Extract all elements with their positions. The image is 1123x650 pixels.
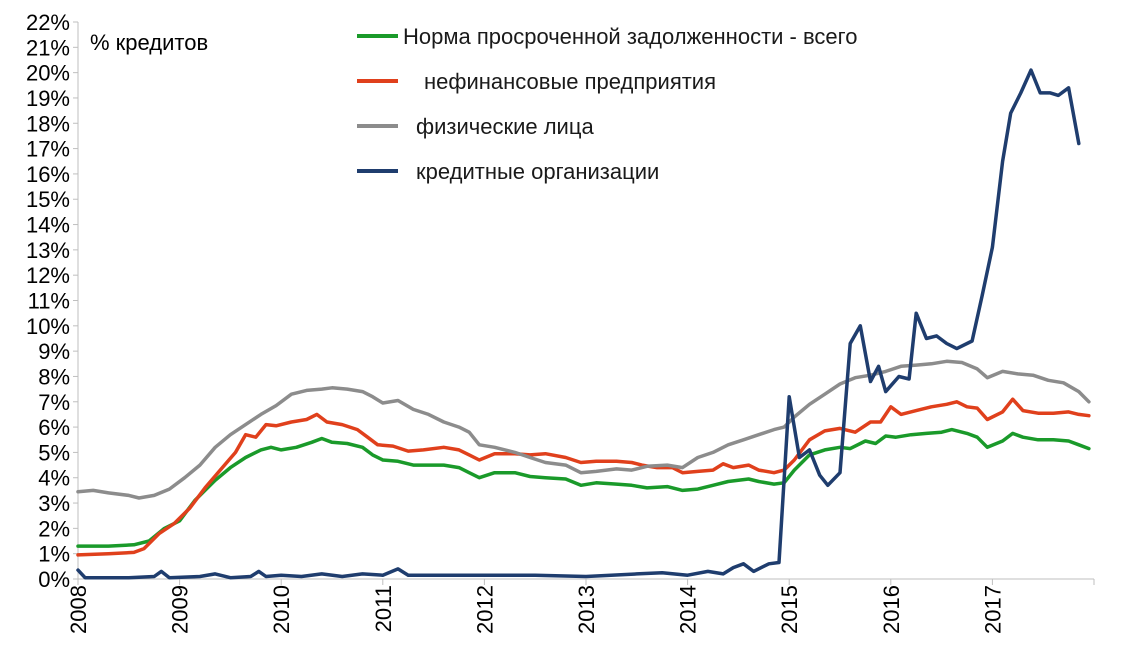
y-tick-label: 0% [38,567,70,592]
y-tick-label: 13% [26,238,70,263]
series-line-3 [76,68,1081,580]
y-tick-label: 3% [38,491,70,516]
x-axis: 2008 2009 2010 2011 2012 2013 2014 2015 2016 2017 [66,578,1095,634]
y-tick-label: 7% [38,390,70,415]
series-line-2 [76,359,1091,500]
x-tick-label: 2012 [472,585,497,634]
x-tick-label: 2008 [66,585,91,634]
x-tick-label: 2015 [777,585,802,634]
x-tick-label: 2016 [879,585,904,634]
plot-lines [76,68,1091,580]
y-tick-label: 19% [26,86,70,111]
y-tick-label: 6% [38,415,70,440]
y-tick-label: 16% [26,162,70,187]
y-tick-label: 8% [38,364,70,389]
y-tick-label: 17% [26,137,70,162]
y-tick-label: 9% [38,339,70,364]
y-tick-label: 12% [26,263,70,288]
y-axis: 0%1%2%3%4%5%6%7%8%9%10%11%12%13%14%15%16… [26,10,79,592]
legend-label-1: нефинансовые предприятия [424,69,716,94]
x-tick-label: 2017 [980,585,1005,634]
y-tick-label: 4% [38,466,70,491]
x-tick-label: 2010 [269,585,294,634]
legend: Норма просроченной задолженности - всего… [357,24,857,184]
legend-label-3: кредитные организации [416,159,659,184]
legend-label-0: Норма просроченной задолженности - всего [403,24,857,49]
y-tick-label: 22% [26,10,70,35]
x-tick-label: 2013 [574,585,599,634]
y-tick-label: 10% [26,314,70,339]
y-tick-label: 20% [26,61,70,86]
y-tick-label: 14% [26,213,70,238]
y-tick-label: 2% [38,516,70,541]
series-line-0 [76,427,1091,548]
y-tick-label: 5% [38,440,70,465]
legend-label-2: физические лица [416,114,594,139]
series-line-1 [76,397,1091,557]
y-tick-label: 1% [38,542,70,567]
y-tick-label: 11% [28,289,70,314]
x-tick-label: 2009 [168,585,193,634]
x-tick-label: 2014 [676,585,701,634]
y-tick-label: 18% [26,111,70,136]
y-tick-label: 15% [26,187,70,212]
unit-label: % кредитов [90,30,208,55]
x-tick-label: 2011 [371,585,396,632]
y-tick-label: 21% [26,35,70,60]
